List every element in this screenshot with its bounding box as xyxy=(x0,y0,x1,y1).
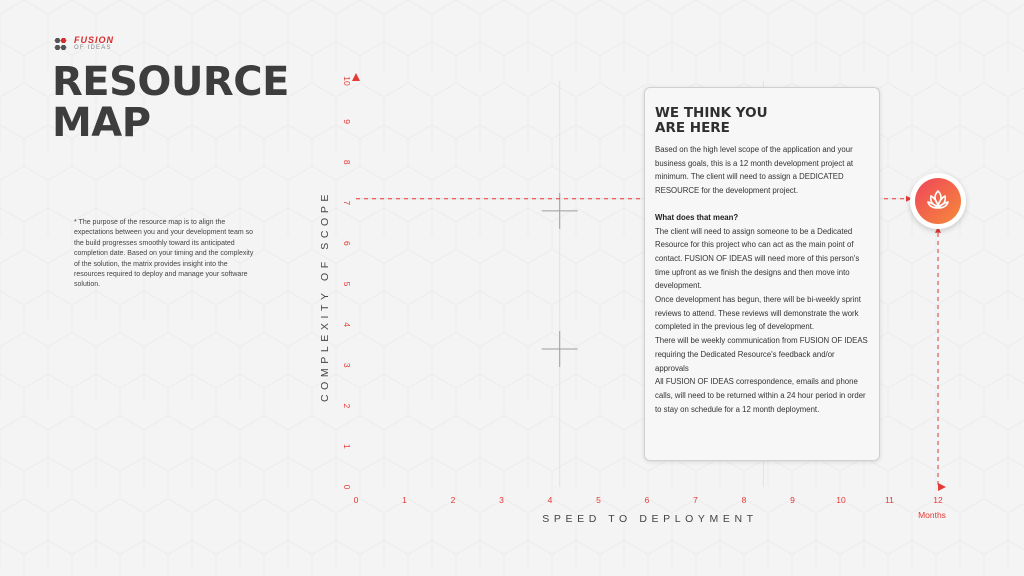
card-title-line2: ARE HERE xyxy=(655,120,730,136)
x-tick-label: 12 xyxy=(933,495,943,505)
footnote: * The purpose of the resource map is to … xyxy=(74,219,254,289)
x-axis-label: SPEED TO DEPLOYMENT xyxy=(542,513,757,525)
y-tick-label: 2 xyxy=(342,403,352,408)
card-para-2: Once development has begun, there will b… xyxy=(655,295,861,332)
x-tick-label: 5 xyxy=(596,495,601,505)
logo-name: FUSION xyxy=(74,35,115,45)
y-axis-label: COMPLEXITY OF SCOPE xyxy=(319,190,331,402)
y-tick-label: 4 xyxy=(342,322,352,327)
page-title: RESOURCE MAP xyxy=(52,62,289,144)
y-tick-label: 7 xyxy=(342,200,352,205)
logo-tagline: OF IDEAS xyxy=(74,45,112,51)
you-are-here-marker xyxy=(910,173,966,229)
card-heading: What does that mean? xyxy=(655,212,739,222)
x-tick-label: 8 xyxy=(742,495,747,505)
x-tick-label: 11 xyxy=(885,495,894,505)
logo-hex-icon xyxy=(54,37,67,50)
x-tick-label: 7 xyxy=(693,495,698,505)
page-title-line1: RESOURCE xyxy=(52,59,289,105)
y-tick-label: 0 xyxy=(342,485,352,490)
page-title-line2: MAP xyxy=(52,100,151,146)
guide-arrow-horizontal xyxy=(906,195,912,202)
y-tick-label: 8 xyxy=(342,160,352,165)
guide-arrow-vertical xyxy=(935,226,941,233)
x-tick-label: 1 xyxy=(402,495,407,505)
x-axis-arrow xyxy=(938,483,946,491)
card-para-4: All FUSION OF IDEAS correspondence, emai… xyxy=(655,377,866,414)
x-tick-label: 3 xyxy=(499,495,504,505)
card-title-line1: WE THINK YOU xyxy=(655,105,768,121)
x-tick-label: 4 xyxy=(548,495,553,505)
y-tick-label: 6 xyxy=(342,241,352,246)
card-para-3: There will be weekly communication from … xyxy=(655,336,868,373)
x-tick-label: 6 xyxy=(645,495,650,505)
x-unit-label: Months xyxy=(918,510,946,520)
y-tick-label: 5 xyxy=(342,282,352,287)
brand-logo: FUSION OF IDEAS xyxy=(52,36,114,51)
card-title: WE THINK YOU ARE HERE xyxy=(655,106,869,136)
axes xyxy=(352,73,946,491)
x-tick-label: 10 xyxy=(836,495,846,505)
x-tick-label: 9 xyxy=(790,495,795,505)
info-card: WE THINK YOU ARE HERE Based on the high … xyxy=(644,87,880,461)
card-intro: Based on the high level scope of the app… xyxy=(655,145,854,196)
x-tick-label: 2 xyxy=(451,495,456,505)
card-para-1: The client will need to assign someone t… xyxy=(655,226,860,291)
lotus-icon xyxy=(927,190,949,209)
y-tick-label: 3 xyxy=(342,363,352,368)
y-tick-label: 10 xyxy=(342,76,352,86)
y-tick-label: 9 xyxy=(342,119,352,124)
y-axis-arrow xyxy=(352,73,360,81)
x-tick-label: 0 xyxy=(354,495,359,505)
y-tick-label: 1 xyxy=(342,444,352,449)
